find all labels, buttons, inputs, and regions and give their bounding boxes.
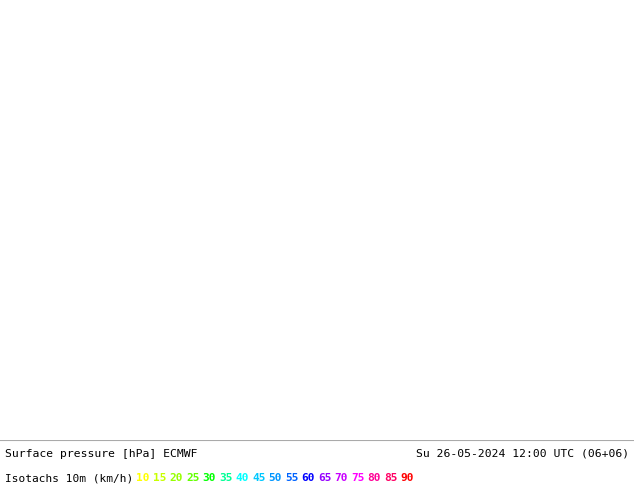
Text: Su 26-05-2024 12:00 UTC (06+06): Su 26-05-2024 12:00 UTC (06+06) [416, 448, 629, 459]
Text: Isotachs 10m (km/h): Isotachs 10m (km/h) [5, 473, 133, 483]
Text: 40: 40 [235, 473, 249, 483]
Text: 45: 45 [252, 473, 266, 483]
Text: 35: 35 [219, 473, 233, 483]
Text: 70: 70 [335, 473, 348, 483]
Text: 90: 90 [401, 473, 414, 483]
Text: 15: 15 [153, 473, 167, 483]
Text: 75: 75 [351, 473, 365, 483]
Text: 80: 80 [368, 473, 381, 483]
Text: 30: 30 [202, 473, 216, 483]
Text: 60: 60 [302, 473, 315, 483]
Text: 50: 50 [268, 473, 282, 483]
Text: 10: 10 [136, 473, 150, 483]
Text: 65: 65 [318, 473, 332, 483]
Text: 20: 20 [169, 473, 183, 483]
Text: 25: 25 [186, 473, 200, 483]
Text: 55: 55 [285, 473, 299, 483]
Text: 85: 85 [384, 473, 398, 483]
Text: Surface pressure [hPa] ECMWF: Surface pressure [hPa] ECMWF [5, 448, 198, 459]
